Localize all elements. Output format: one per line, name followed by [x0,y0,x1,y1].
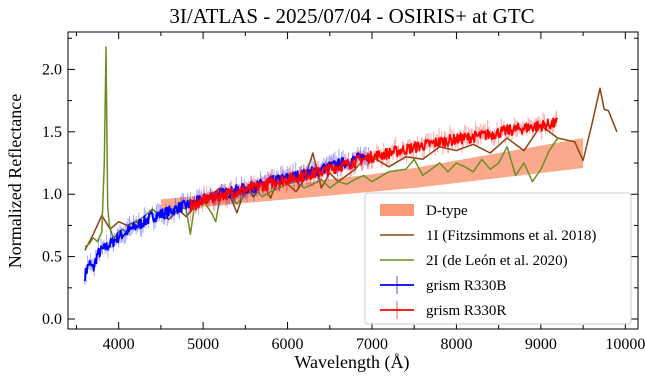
y-axis-title: Normalized Reflectance [5,94,25,268]
chart-title: 3I/ATLAS - 2025/07/04 - OSIRIS+ at GTC [169,4,534,28]
x-tick-label: 5000 [187,336,219,353]
x-axis-title: Wavelength (Å) [294,352,409,373]
x-tick-label: 7000 [356,336,388,353]
legend-label: 1I (Fitzsimmons et al. 2018) [426,228,596,244]
ticks-layer: 4000 5000 6000 7000 8000 9000 10000 0.0 0.5 1.0 1.… [42,32,645,353]
legend-swatch [380,301,414,319]
series-layer [84,46,618,285]
series-grism-r330r [189,110,559,222]
y-tick-label: 1.5 [42,124,62,141]
legend: D-type 1I (Fitzsimmons et al. 2018) 2I (de… [364,192,632,325]
legend-label: grism R330B [426,278,506,294]
plot-frame [67,31,639,330]
y-tick-label: 2.0 [42,61,62,78]
y-tick-label: 1.0 [42,186,62,203]
x-tick-label: 4000 [103,336,135,353]
x-tick-label: 10000 [605,336,645,353]
legend-label: 2I (de León et al. 2020) [426,253,568,269]
series-d-type [160,138,584,211]
legend-box [364,192,632,325]
legend-label: grism R330R [426,303,506,319]
x-tick-label: 9000 [525,336,557,353]
legend-swatch [380,204,414,216]
y-tick-label: 0.0 [42,311,62,328]
x-tick-label: 8000 [440,336,472,353]
y-tick-label: 0.5 [42,249,62,266]
x-tick-label: 6000 [272,336,304,353]
legend-swatch [380,276,414,294]
legend-label: D-type [426,203,468,219]
